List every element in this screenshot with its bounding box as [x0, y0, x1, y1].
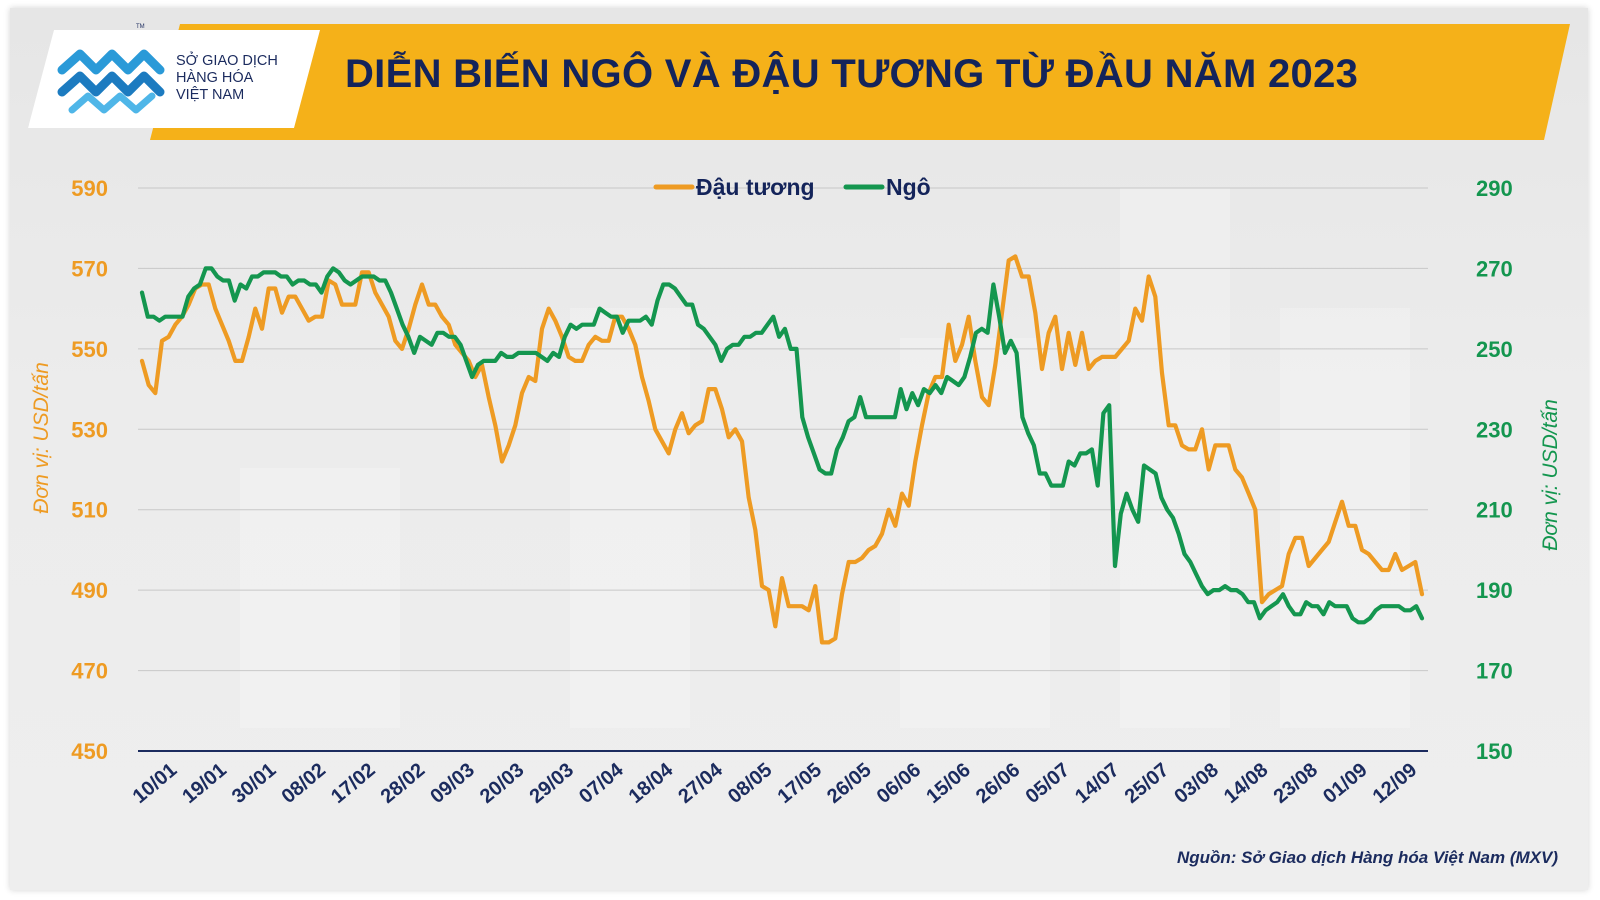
y-right-tick-label: 230 [1476, 417, 1513, 442]
x-tick-label: 18/04 [625, 758, 678, 808]
y-right-tick-label: 170 [1476, 659, 1513, 684]
x-tick-label: 08/05 [724, 759, 776, 808]
x-tick-label: 28/02 [377, 759, 429, 808]
background-building-1 [240, 468, 400, 728]
y-right-tick-label: 290 [1476, 176, 1513, 201]
x-tick-label: 17/05 [774, 759, 826, 808]
x-tick-label: 19/01 [178, 759, 230, 808]
y-left-tick-label: 530 [71, 417, 108, 442]
soybean-price-line [139, 254, 1425, 645]
x-tick-label: 30/01 [228, 759, 280, 808]
exchange-logo-icon [57, 49, 165, 114]
x-tick-label: 09/03 [426, 759, 478, 808]
page-title: DIỄN BIẾN NGÔ VÀ ĐẬU TƯƠNG TỪ ĐẦU NĂM 20… [345, 52, 1359, 96]
y-left-tick-label: 470 [71, 659, 108, 684]
x-tick-label: 29/03 [526, 759, 578, 808]
logo-line-2: HÀNG HÓA [176, 70, 254, 86]
y-left-tick-label: 570 [71, 256, 108, 281]
x-tick-label: 17/02 [327, 759, 379, 808]
source-note: Nguồn: Sở Giao dịch Hàng hóa Việt Nam (M… [1176, 848, 1558, 867]
trademark-label: TM [136, 24, 145, 30]
y-right-tick-label: 250 [1476, 337, 1513, 362]
y-left-tick-label: 450 [71, 739, 108, 764]
x-tick-label: 26/05 [823, 759, 875, 808]
x-tick-label: 07/04 [575, 758, 628, 808]
x-tick-label: 03/08 [1170, 759, 1222, 808]
x-tick-label: 23/08 [1270, 759, 1322, 808]
corn-price-line [139, 266, 1425, 625]
x-tick-label: 06/06 [873, 759, 925, 808]
x-tick-label: 10/01 [129, 759, 181, 808]
y-right-tick-label: 270 [1476, 256, 1513, 281]
x-tick-label: 12/09 [1369, 759, 1421, 808]
x-tick-label: 27/04 [674, 758, 727, 808]
infographic-frame [10, 8, 1588, 890]
x-tick-label: 15/06 [922, 759, 974, 808]
x-tick-label: 25/07 [1121, 759, 1173, 808]
y-left-tick-label: 550 [71, 337, 108, 362]
y-right-tick-label: 190 [1476, 578, 1513, 603]
logo-text: SỞ GIAO DỊCH HÀNG HÓA VIỆT NAM [176, 53, 278, 104]
title-banner [150, 24, 1570, 140]
y-left-axis-title: Đơn vị: USD/tấn [30, 362, 53, 514]
legend-label: Ngô [886, 174, 931, 200]
background-building-2 [570, 308, 690, 728]
y-right-tick-label: 210 [1476, 498, 1513, 523]
logo-line-1: SỞ GIAO DỊCH [176, 53, 278, 69]
y-right-tick-label: 150 [1476, 739, 1513, 764]
y-right-axis-title: Đơn vị: USD/tấn [1539, 399, 1562, 551]
x-tick-label: 20/03 [476, 759, 528, 808]
logo-line-3: VIỆT NAM [176, 87, 245, 103]
x-tick-label: 26/06 [972, 759, 1024, 808]
y-left-tick-label: 510 [71, 498, 108, 523]
x-tick-label: 14/08 [1220, 759, 1272, 808]
x-tick-label: 05/07 [1022, 759, 1074, 808]
x-tick-label: 01/09 [1319, 759, 1371, 808]
y-left-tick-label: 590 [71, 176, 108, 201]
legend-label: Đậu tương [696, 174, 815, 200]
x-tick-label: 08/02 [278, 759, 330, 808]
y-left-tick-label: 490 [71, 578, 108, 603]
x-tick-label: 14/07 [1071, 759, 1123, 808]
